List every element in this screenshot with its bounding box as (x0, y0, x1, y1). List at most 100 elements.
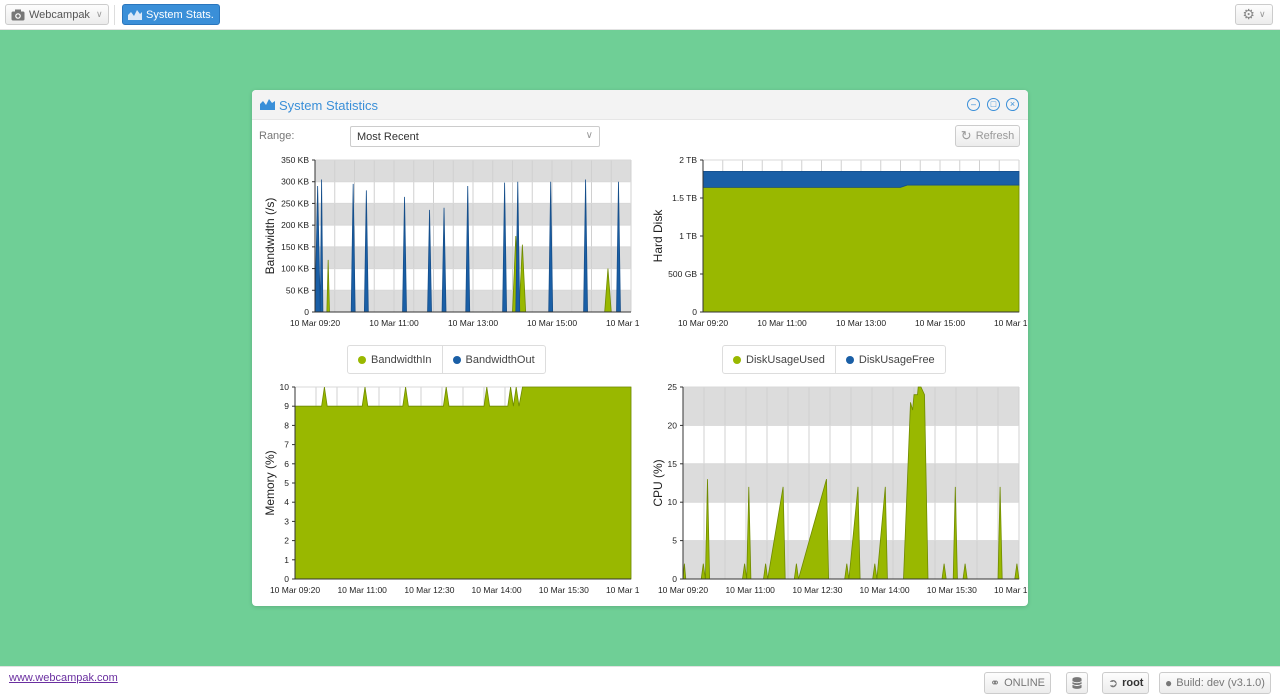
x-tick-label: 10 Mar 09:20 (270, 585, 320, 595)
x-tick-label: 10 Mar 15:30 (927, 585, 977, 595)
y-tick-label: 10 (280, 382, 290, 392)
webcampak-menu-label: Webcampak (29, 8, 90, 21)
y-tick-label: 20 (668, 420, 678, 430)
y-tick-label: 25 (668, 382, 678, 392)
build-label: Build: dev (v3.1.0) (1176, 677, 1265, 689)
area-chart-icon (260, 99, 275, 110)
range-select-value: Most Recent (357, 131, 419, 143)
y-tick-label: 100 KB (281, 264, 309, 274)
x-tick-label: 10 Mar 09:20 (290, 318, 340, 328)
y-axis-title: Memory (%) (263, 450, 277, 515)
online-status-label: ONLINE (1004, 677, 1046, 689)
hard-disk-chart: 0 500 GB 1 TB 1.5 TB 2 TB 10 Mar 09:20 10 Mar … (651, 155, 1028, 328)
x-tick-label: 10 Mar 13:00 (448, 318, 498, 328)
logout-icon: ➲ (1108, 676, 1119, 690)
y-tick-label: 500 GB (668, 269, 697, 279)
y-axis-title: Bandwidth (/s) (263, 198, 277, 275)
window-header[interactable]: System Statistics – □ × (252, 90, 1028, 120)
x-tick-label: 10 Mar 13:00 (836, 318, 886, 328)
refresh-icon: ↻ (960, 128, 972, 143)
legend-item-disk-used[interactable]: DiskUsageUsed (723, 346, 835, 373)
system-stats-label: System Stats. (146, 8, 214, 21)
y-tick-label: 300 KB (281, 177, 309, 187)
x-tick-label: 10 Mar 15:00 (527, 318, 577, 328)
legend-swatch (358, 355, 366, 364)
legend-label: BandwidthIn (371, 353, 432, 366)
y-tick-label: 6 (284, 459, 289, 469)
y-tick-label: 5 (672, 536, 677, 546)
y-tick-label: 10 (668, 497, 678, 507)
x-tick-label: 10 Mar 17:00 (606, 585, 640, 595)
bandwidth-chart: 0 50 KB 100 KB 150 KB 200 KB 250 KB 300 KB 350 … (263, 155, 640, 328)
range-label: Range: (259, 130, 295, 142)
range-select[interactable]: Most Recent ∨ (350, 126, 600, 147)
x-tick-label: 10 Mar 11:00 (337, 585, 387, 595)
maximize-icon[interactable]: □ (987, 98, 1000, 111)
y-axis-title: Hard Disk (651, 209, 665, 263)
legend-label: BandwidthOut (465, 353, 535, 366)
y-tick-label: 350 KB (281, 155, 309, 165)
online-status-button[interactable]: ⚭ ONLINE (984, 672, 1052, 694)
y-tick-label: 0 (284, 574, 289, 584)
y-tick-label: 2 TB (679, 155, 697, 165)
y-tick-label: 1 TB (679, 231, 697, 241)
y-tick-label: 9 (284, 401, 289, 411)
x-tick-label: 10 Mar 14:00 (472, 585, 522, 595)
top-toolbar: Webcampak ∨ System Stats. ⚙ ∨ (0, 0, 1280, 30)
database-button[interactable] (1066, 672, 1088, 694)
legend-swatch (845, 355, 854, 364)
y-tick-label: 250 KB (281, 198, 309, 208)
x-tick-label: 10 Mar 09:20 (678, 318, 728, 328)
y-tick-label: 0 (692, 307, 697, 317)
x-tick-label: 10 Mar 15:00 (915, 318, 965, 328)
minimize-icon[interactable]: – (967, 98, 980, 111)
refresh-label: Refresh (975, 130, 1015, 142)
legend-item-disk-free[interactable]: DiskUsageFree (834, 346, 945, 373)
legend-swatch (733, 355, 741, 364)
y-tick-label: 1.5 TB (672, 193, 697, 203)
website-link[interactable]: www.webcampak.com (9, 672, 118, 684)
github-icon: ● (1165, 676, 1173, 690)
y-axis-title: CPU (%) (651, 459, 665, 506)
x-tick-label: 10 Mar 17:00 (994, 585, 1028, 595)
settings-menu-button[interactable]: ⚙ ∨ (1235, 4, 1273, 25)
status-bar: www.webcampak.com ⚭ ONLINE ➲ root ● Buil… (0, 666, 1280, 697)
y-tick-label: 3 (284, 516, 289, 526)
x-tick-label: 10 Mar 17:00 (994, 318, 1028, 328)
y-tick-label: 50 KB (286, 285, 309, 295)
cpu-chart: 0 5 10 15 20 25 10 Mar 09:20 10 Mar 11:00 10 Mar… (651, 382, 1028, 595)
x-tick-label: 10 Mar 09:20 (658, 585, 708, 595)
x-tick-label: 10 Mar 14:00 (860, 585, 910, 595)
y-tick-label: 150 KB (281, 242, 309, 252)
build-info-button[interactable]: ● Build: dev (v3.1.0) (1159, 672, 1271, 694)
x-tick-label: 10 Mar 17:00 (606, 318, 640, 328)
toolbar-divider (114, 5, 115, 25)
y-tick-label: 15 (668, 459, 678, 469)
refresh-button[interactable]: ↻ Refresh (955, 125, 1020, 147)
area-chart-icon (128, 10, 142, 20)
camera-icon (11, 9, 25, 20)
bandwidth-legend: BandwidthIn BandwidthOut (347, 345, 546, 374)
gear-icon: ⚙ (1242, 6, 1255, 22)
legend-item-bandwidth-in[interactable]: BandwidthIn (348, 346, 442, 373)
series-diskusageused-area (702, 184, 1020, 313)
username-label: root (1122, 677, 1144, 689)
legend-swatch (452, 355, 461, 364)
database-icon (1072, 677, 1082, 689)
x-tick-label: 10 Mar 11:00 (369, 318, 419, 328)
webcampak-menu-button[interactable]: Webcampak ∨ (5, 4, 109, 25)
series-diskusagefree-area (702, 171, 1020, 188)
y-tick-label: 5 (284, 478, 289, 488)
close-icon[interactable]: × (1006, 98, 1019, 111)
y-tick-label: 8 (284, 420, 289, 430)
x-tick-label: 10 Mar 11:00 (757, 318, 807, 328)
system-stats-button[interactable]: System Stats. (122, 4, 220, 25)
legend-item-bandwidth-out[interactable]: BandwidthOut (441, 346, 545, 373)
y-tick-label: 0 (304, 307, 309, 317)
y-tick-label: 7 (284, 440, 289, 450)
chevron-down-icon: ∨ (95, 9, 103, 19)
logout-button[interactable]: ➲ root (1102, 672, 1150, 694)
x-tick-label: 10 Mar 11:00 (725, 585, 775, 595)
legend-label: DiskUsageFree (858, 353, 935, 366)
x-tick-label: 10 Mar 15:30 (539, 585, 589, 595)
